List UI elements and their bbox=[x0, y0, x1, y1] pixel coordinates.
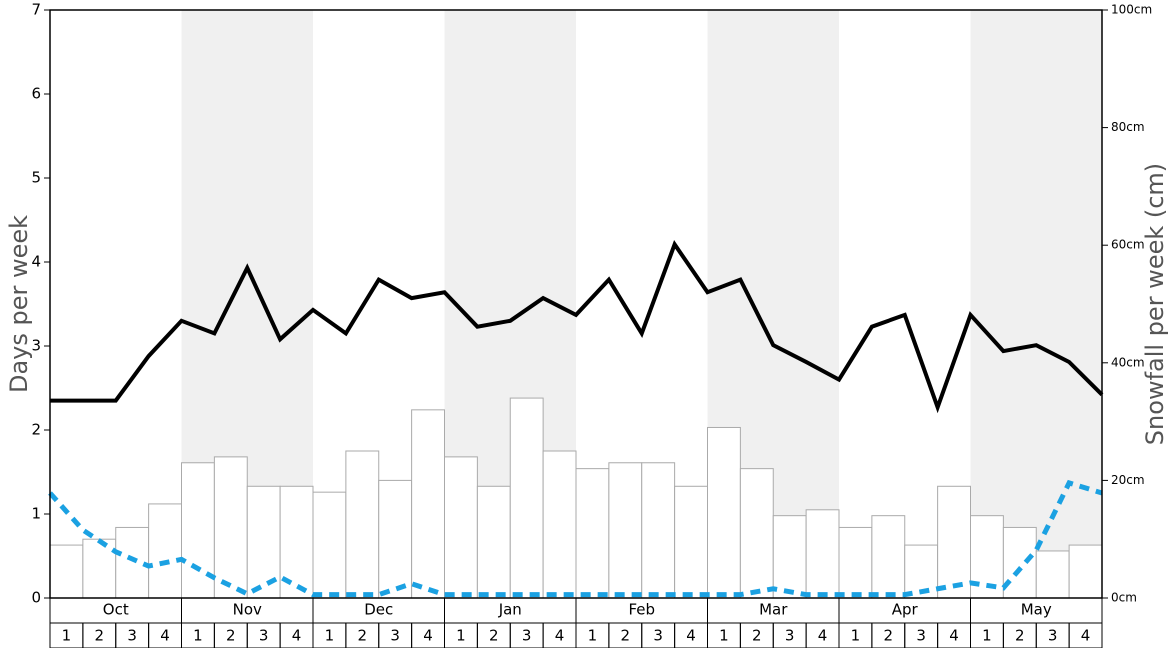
y-tick-label: 1 bbox=[31, 505, 41, 523]
bar bbox=[674, 485, 708, 599]
week-label: 3 bbox=[390, 627, 400, 645]
bar bbox=[49, 544, 84, 599]
bar bbox=[707, 426, 741, 599]
week-label: 1 bbox=[456, 627, 466, 645]
marks bbox=[48, 240, 1104, 599]
y-axis-label: Days per week bbox=[5, 215, 33, 393]
month-label: Mar bbox=[759, 601, 788, 619]
week-label: 2 bbox=[884, 627, 894, 645]
bar bbox=[411, 409, 445, 599]
y2-tick-label: 20cm bbox=[1111, 473, 1145, 487]
week-label: 1 bbox=[588, 627, 598, 645]
bar bbox=[476, 485, 511, 599]
bar bbox=[838, 526, 873, 599]
week-label: 4 bbox=[423, 627, 433, 645]
bar bbox=[641, 462, 676, 599]
y-tick-label: 0 bbox=[31, 589, 41, 607]
month-label: Jan bbox=[498, 601, 522, 619]
bar bbox=[1068, 544, 1103, 599]
bar bbox=[772, 515, 807, 599]
y-tick-label: 6 bbox=[31, 85, 41, 103]
y-tick-label: 3 bbox=[31, 337, 41, 355]
week-cell bbox=[1068, 622, 1103, 648]
dashed-line bbox=[48, 479, 1103, 598]
bar bbox=[213, 456, 248, 599]
week-label: 3 bbox=[785, 627, 795, 645]
week-label: 1 bbox=[982, 627, 992, 645]
bar bbox=[871, 515, 906, 599]
y2-tick-label: 80cm bbox=[1111, 120, 1145, 134]
bar bbox=[542, 450, 577, 599]
week-label: 3 bbox=[127, 627, 137, 645]
month-band bbox=[970, 10, 1102, 598]
bar bbox=[1002, 526, 1037, 599]
bar bbox=[115, 526, 150, 599]
bar bbox=[608, 462, 643, 599]
bar bbox=[937, 485, 971, 599]
bar bbox=[444, 456, 478, 599]
week-label: 3 bbox=[1048, 627, 1058, 645]
week-label: 2 bbox=[226, 627, 236, 645]
bar bbox=[378, 479, 413, 599]
line bbox=[50, 240, 1104, 414]
week-label: 1 bbox=[62, 627, 72, 645]
week-label: 2 bbox=[621, 627, 631, 645]
bar bbox=[312, 491, 347, 599]
week-label: 4 bbox=[292, 627, 302, 645]
week-label: 1 bbox=[851, 627, 861, 645]
month-label: May bbox=[1021, 601, 1052, 619]
y2-tick-label: 0cm bbox=[1111, 591, 1137, 605]
month-label: Oct bbox=[103, 601, 129, 619]
week-label: 4 bbox=[949, 627, 959, 645]
week-label: 4 bbox=[818, 627, 828, 645]
week-label: 4 bbox=[1081, 627, 1091, 645]
week-label: 2 bbox=[95, 627, 105, 645]
y2-tick-label: 100cm bbox=[1111, 3, 1152, 17]
bar bbox=[148, 503, 182, 599]
week-label: 4 bbox=[160, 627, 170, 645]
month-label: Feb bbox=[628, 601, 655, 619]
plot-frame bbox=[49, 9, 1103, 599]
month-label: Dec bbox=[364, 601, 393, 619]
week-label: 2 bbox=[489, 627, 499, 645]
week-label: 4 bbox=[686, 627, 696, 645]
week-label: 3 bbox=[259, 627, 269, 645]
week-label: 1 bbox=[325, 627, 335, 645]
week-label: 3 bbox=[653, 627, 663, 645]
y-tick-label: 5 bbox=[31, 169, 41, 187]
week-label: 3 bbox=[916, 627, 926, 645]
week-label: 2 bbox=[358, 627, 368, 645]
week-label: 2 bbox=[752, 627, 762, 645]
bar bbox=[739, 468, 774, 599]
y2-tick-label: 60cm bbox=[1111, 238, 1145, 252]
bar bbox=[805, 509, 840, 599]
month-label: Apr bbox=[892, 601, 919, 619]
bar bbox=[1035, 550, 1070, 599]
week-label: 3 bbox=[522, 627, 532, 645]
y-tick-label: 4 bbox=[31, 253, 41, 271]
bar bbox=[345, 450, 380, 599]
month-label: Nov bbox=[233, 601, 262, 619]
y-tick-label: 7 bbox=[31, 1, 41, 19]
week-label: 4 bbox=[555, 627, 565, 645]
bar bbox=[575, 468, 610, 599]
y2-tick-label: 40cm bbox=[1111, 355, 1145, 369]
week-label: 2 bbox=[1015, 627, 1025, 645]
y2-axis-label: Snowfall per week (cm) bbox=[1141, 163, 1168, 445]
week-label: 1 bbox=[719, 627, 729, 645]
y-tick-label: 2 bbox=[31, 421, 41, 439]
bar bbox=[82, 538, 117, 599]
bar bbox=[509, 397, 544, 599]
week-label: 1 bbox=[193, 627, 203, 645]
